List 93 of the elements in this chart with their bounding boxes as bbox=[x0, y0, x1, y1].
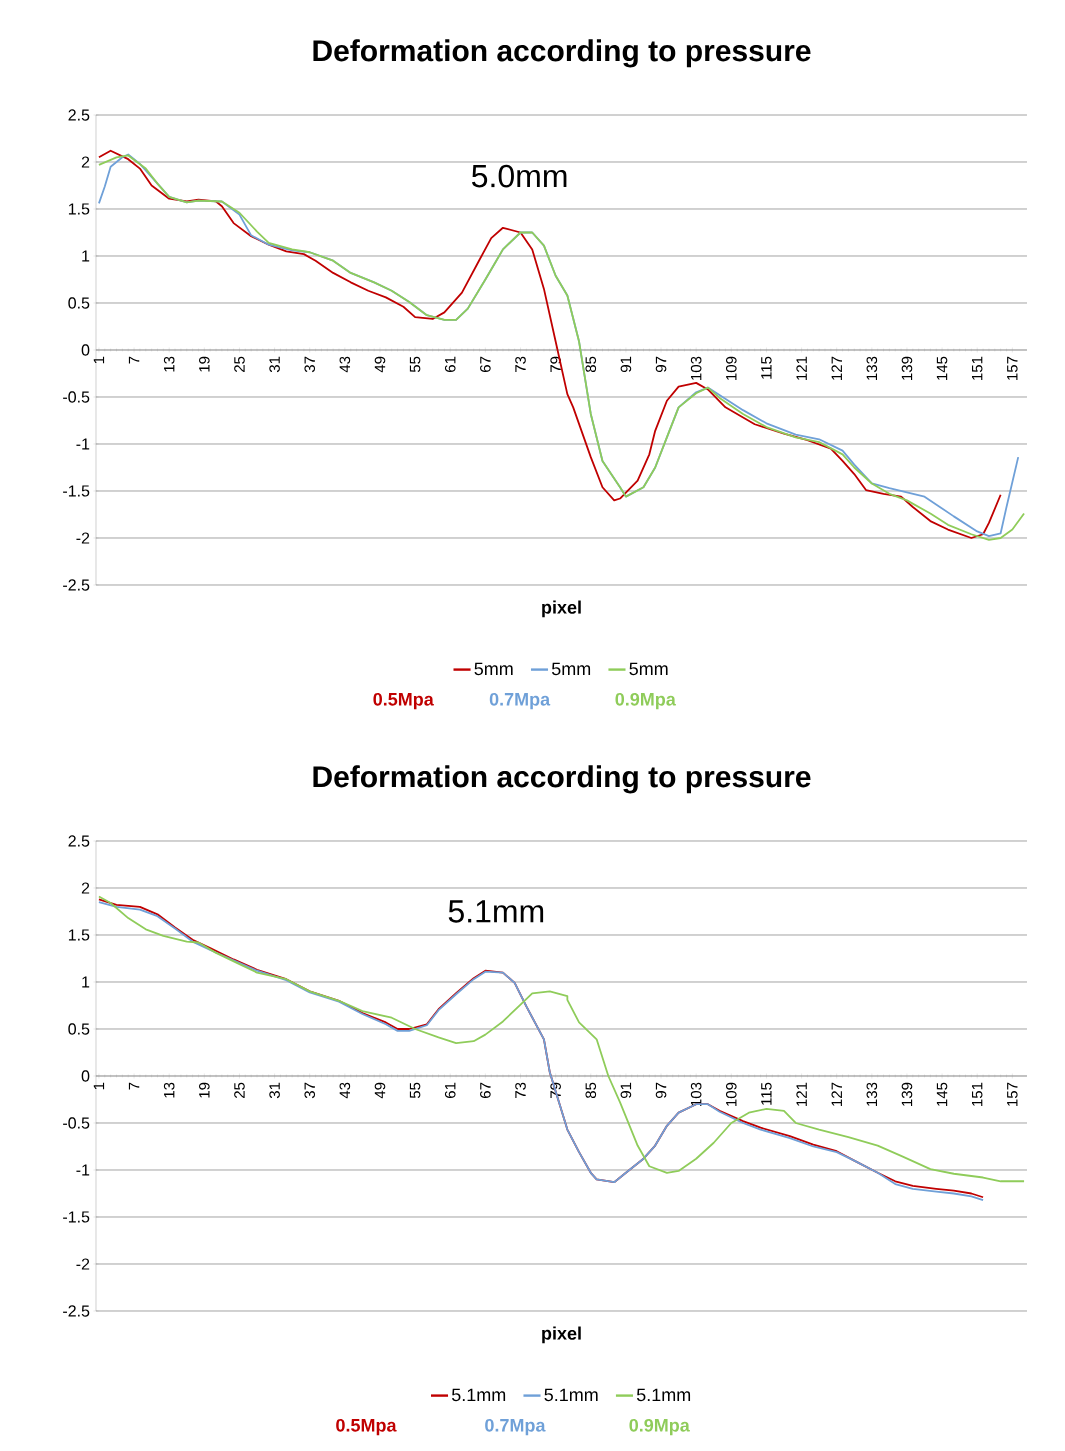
x-tick-label: 133 bbox=[866, 1082, 878, 1106]
y-tick-label: -1.5 bbox=[63, 1211, 90, 1223]
y-tick-label: 2 bbox=[81, 882, 90, 894]
text: 0.9Mpa bbox=[615, 692, 676, 710]
x-tick-label: 1 bbox=[93, 356, 105, 364]
y-tick-label: 1 bbox=[82, 976, 90, 988]
legend-label: 5.1mm bbox=[451, 1388, 506, 1402]
x-tick-label: 145 bbox=[936, 356, 948, 380]
chart-title: Deformation according to pressure bbox=[313, 765, 811, 794]
legend-label: 5mm bbox=[551, 662, 591, 676]
x-tick-label: 97 bbox=[655, 356, 667, 373]
x-tick-label: 91 bbox=[620, 1082, 632, 1099]
x-tick-label: 61 bbox=[444, 356, 456, 372]
x-tick-label: 97 bbox=[655, 1082, 667, 1099]
x-tick-label: 121 bbox=[796, 356, 807, 380]
x-tick-label: 91 bbox=[620, 356, 632, 373]
y-tick-label: -1 bbox=[76, 438, 90, 450]
y-tick-label: 0.5 bbox=[68, 297, 90, 309]
x-tick-label: 25 bbox=[234, 356, 245, 372]
x-tick-label: 127 bbox=[831, 1082, 842, 1106]
x-tick-label: 43 bbox=[339, 356, 351, 373]
y-tick-label: -0.5 bbox=[63, 1117, 90, 1129]
x-tick-label: 67 bbox=[480, 1082, 491, 1098]
legend-label: 5mm bbox=[629, 662, 668, 676]
x-tick-label: 19 bbox=[199, 1082, 210, 1098]
x-tick-label: 55 bbox=[409, 1082, 421, 1099]
x-tick-label: 25 bbox=[234, 1082, 245, 1098]
x-tick-label: 1 bbox=[93, 1082, 105, 1090]
text: 0.7Mpa bbox=[489, 692, 551, 710]
y-tick-label: -2.5 bbox=[63, 1305, 90, 1317]
x-tick-label: 31 bbox=[269, 1082, 280, 1099]
y-tick-label: 2.5 bbox=[68, 835, 90, 847]
x-tick-label: 13 bbox=[163, 356, 175, 372]
y-tick-label: 0 bbox=[81, 344, 90, 356]
y-tick-label: 0 bbox=[81, 1070, 90, 1082]
y-tick-label: -1 bbox=[76, 1164, 90, 1176]
x-tick-label: 49 bbox=[374, 356, 386, 373]
x-tick-label: 73 bbox=[515, 356, 526, 372]
y-tick-label: 1.5 bbox=[68, 203, 90, 215]
x-tick-label: 145 bbox=[936, 1082, 948, 1106]
text: 0.7Mpa bbox=[485, 1418, 546, 1436]
legend-label: 5.1mm bbox=[636, 1388, 691, 1402]
x-tick-label: 55 bbox=[409, 356, 421, 373]
x-tick-label: 43 bbox=[339, 1082, 351, 1099]
x-tick-label: 37 bbox=[304, 356, 316, 373]
x-tick-label: 85 bbox=[585, 1082, 597, 1099]
annotation: 5.0mm bbox=[471, 164, 567, 188]
x-tick-label: 139 bbox=[901, 356, 913, 380]
text: 0.5Mpa bbox=[373, 692, 434, 710]
legend-label: 5mm bbox=[474, 662, 513, 676]
text: 0.9Mpa bbox=[629, 1418, 690, 1436]
x-tick-label: 79 bbox=[550, 356, 561, 372]
x-tick-label: 103 bbox=[690, 356, 702, 380]
y-tick-label: 2 bbox=[81, 156, 90, 168]
x-tick-label: 121 bbox=[796, 1082, 807, 1106]
x-tick-label: 115 bbox=[761, 1082, 772, 1105]
x-tick-label: 31 bbox=[269, 356, 280, 373]
y-tick-label: 1 bbox=[82, 250, 90, 262]
annotation: 5.1mm bbox=[448, 900, 544, 923]
x-tick-label: 7 bbox=[128, 1082, 140, 1090]
x-tick-label: 49 bbox=[374, 1082, 386, 1099]
y-tick-label: 0.5 bbox=[68, 1023, 90, 1035]
x-tick-label: 61 bbox=[444, 1082, 456, 1098]
y-tick-label: -1.5 bbox=[63, 485, 90, 497]
y-tick-label: -0.5 bbox=[63, 391, 90, 403]
x-tick-label: 139 bbox=[901, 1082, 913, 1106]
chart-title: Deformation according to pressure bbox=[313, 39, 811, 68]
legend-label: 5.1mm bbox=[544, 1388, 598, 1402]
x-tick-label: 37 bbox=[304, 1082, 316, 1099]
x-tick-label: 115 bbox=[761, 356, 772, 379]
x-tick-label: 109 bbox=[725, 356, 737, 380]
x-tick-label: 151 bbox=[972, 356, 983, 380]
x-tick-label: 157 bbox=[1007, 1082, 1018, 1106]
y-tick-label: 2.5 bbox=[68, 109, 90, 121]
x-tick-label: 73 bbox=[515, 1082, 526, 1098]
x-tick-label: 7 bbox=[128, 356, 140, 364]
x-tick-label: 13 bbox=[163, 1082, 175, 1098]
x-tick-label: 151 bbox=[972, 1082, 983, 1106]
x-tick-label: 133 bbox=[866, 356, 878, 380]
x-axis-title: pixel bbox=[542, 1326, 581, 1344]
x-tick-label: 109 bbox=[725, 1082, 737, 1106]
y-tick-label: -2.5 bbox=[63, 579, 90, 591]
x-axis-title: pixel bbox=[542, 600, 581, 618]
text: 0.5Mpa bbox=[336, 1418, 397, 1436]
y-tick-label: 1.5 bbox=[68, 929, 90, 941]
y-tick-label: -2 bbox=[76, 532, 90, 544]
x-tick-label: 127 bbox=[831, 356, 842, 380]
x-tick-label: 67 bbox=[480, 356, 491, 372]
y-tick-label: -2 bbox=[76, 1258, 90, 1270]
x-tick-label: 157 bbox=[1007, 356, 1018, 380]
x-tick-label: 19 bbox=[199, 356, 210, 372]
x-tick-label: 85 bbox=[585, 356, 597, 373]
x-tick-label: 103 bbox=[690, 1082, 702, 1106]
